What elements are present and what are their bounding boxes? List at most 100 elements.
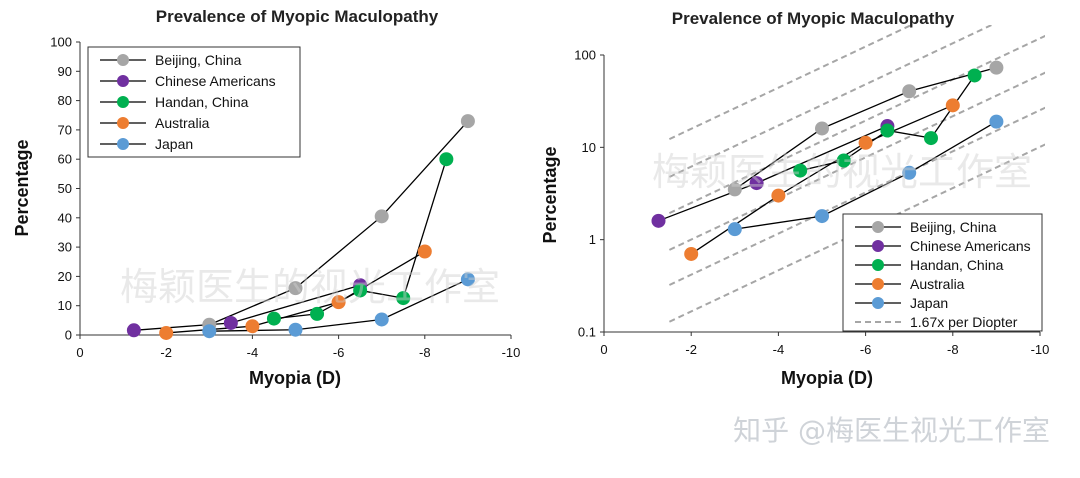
x-tick-label: -4 bbox=[773, 342, 785, 357]
y-tick-label: 70 bbox=[58, 122, 72, 137]
legend-label-australia: Australia bbox=[155, 115, 210, 131]
x-tick-label: -2 bbox=[685, 342, 697, 357]
chart2-ylabel: Percentage bbox=[540, 146, 560, 243]
legend-swatch-marker bbox=[872, 221, 884, 233]
point-handan-china bbox=[439, 152, 454, 167]
y-tick-label: 90 bbox=[58, 64, 72, 79]
point-handan-china bbox=[836, 153, 851, 168]
reference-line bbox=[668, 71, 1045, 251]
x-tick-label: -8 bbox=[947, 342, 959, 357]
chart-log: Prevalence of Myopic Maculopathy 0 -2 -4 -6… bbox=[540, 9, 1049, 388]
point-australia bbox=[771, 188, 786, 203]
point-handan-china bbox=[880, 123, 895, 138]
legend-label-1-67x-per-diopter: 1.67x per Diopter bbox=[910, 314, 1018, 330]
point-beijing-china bbox=[460, 114, 475, 129]
y-tick-label: 10 bbox=[58, 298, 72, 313]
series-line-beijing-china bbox=[734, 66, 997, 190]
legend-swatch-marker bbox=[117, 117, 129, 129]
legend-swatch-marker bbox=[117, 96, 129, 108]
point-japan bbox=[460, 272, 475, 287]
y-tick-label: 10 bbox=[582, 140, 596, 155]
chart2-legend: Beijing, China Chinese Americans Handan, C… bbox=[842, 213, 1043, 332]
point-beijing-china bbox=[815, 121, 829, 136]
chart2-title: Prevalence of Myopic Maculopathy bbox=[672, 9, 955, 28]
point-japan bbox=[288, 322, 303, 337]
point-japan bbox=[202, 324, 217, 339]
reference-line bbox=[668, 106, 1045, 286]
point-australia bbox=[417, 244, 432, 259]
point-handan-china bbox=[353, 283, 368, 298]
point-beijing-china bbox=[727, 182, 742, 197]
point-beijing-china bbox=[288, 281, 303, 296]
point-japan bbox=[374, 312, 389, 327]
x-tick-label: 0 bbox=[600, 342, 607, 357]
legend-swatch-marker bbox=[872, 278, 884, 290]
point-beijing-china bbox=[374, 209, 389, 224]
point-japan bbox=[815, 209, 829, 224]
y-tick-label: 60 bbox=[58, 152, 72, 167]
point-handan-china bbox=[310, 306, 325, 321]
point-beijing-china bbox=[989, 60, 1004, 75]
y-tick-label: 40 bbox=[58, 210, 72, 225]
point-chinese-americans bbox=[126, 323, 141, 338]
legend-swatch-marker bbox=[117, 75, 129, 87]
point-chinese-americans bbox=[223, 315, 238, 330]
legend-swatch-marker bbox=[872, 259, 884, 271]
reference-line bbox=[668, 143, 1045, 323]
x-tick-label: -4 bbox=[247, 345, 259, 360]
legend-swatch-marker bbox=[117, 54, 129, 66]
chart1-series bbox=[126, 114, 475, 340]
chart2-watermark: 梅颖医生的视光工作室 bbox=[652, 150, 1032, 194]
x-tick-label: -8 bbox=[419, 345, 431, 360]
legend-swatch-marker bbox=[872, 297, 884, 309]
point-japan bbox=[989, 114, 1004, 129]
legend-label-chinese-americans: Chinese Americans bbox=[155, 73, 276, 89]
point-chinese-americans bbox=[651, 213, 666, 228]
legend-label-beijing-china: Beijing, China bbox=[155, 52, 242, 68]
legend-label-handan-china: Handan, China bbox=[910, 257, 1004, 273]
point-australia bbox=[331, 295, 346, 310]
x-tick-label: -10 bbox=[1031, 342, 1050, 357]
chart1-title: Prevalence of Myopic Maculopathy bbox=[156, 7, 439, 26]
chart2-xlabel: Myopia (D) bbox=[781, 368, 873, 388]
legend-label-japan: Japan bbox=[910, 295, 948, 311]
y-tick-label: 20 bbox=[58, 269, 72, 284]
reference-line-group bbox=[668, 25, 1045, 323]
point-japan bbox=[902, 165, 917, 180]
y-tick-label: 0.1 bbox=[578, 325, 596, 340]
point-australia bbox=[858, 135, 873, 150]
x-tick-label: -10 bbox=[502, 345, 521, 360]
point-australia bbox=[159, 325, 174, 340]
point-handan-china bbox=[266, 311, 281, 326]
chart1-xlabel: Myopia (D) bbox=[249, 368, 341, 388]
y-tick-label: 0 bbox=[65, 328, 72, 343]
chart1-ylabel: Percentage bbox=[12, 139, 32, 236]
y-tick-label: 50 bbox=[58, 181, 72, 196]
chart-linear: Prevalence of Myopic Maculopathy 0 -2 -4 -6… bbox=[12, 7, 520, 388]
footer-watermark: 知乎 @梅医生视光工作室 bbox=[733, 414, 1050, 447]
point-australia bbox=[684, 246, 699, 261]
y-tick-label: 30 bbox=[58, 240, 72, 255]
legend-label-chinese-americans: Chinese Americans bbox=[910, 238, 1031, 254]
chart1-legend: Beijing, China Chinese Americans Handan, C… bbox=[87, 46, 301, 158]
chart2-axes: 0 -2 -4 -6 -8 -10 0.1 1 10 100 bbox=[574, 48, 1049, 358]
y-tick-label: 100 bbox=[50, 35, 72, 50]
point-handan-china bbox=[924, 131, 938, 146]
y-tick-label: 100 bbox=[574, 48, 596, 63]
point-beijing-china bbox=[902, 84, 917, 99]
chart1-axes: 0 -2 -4 -6 -8 -10 0 10 20 30 40 50 60 70 80 90 100 bbox=[50, 35, 520, 361]
legend-label-handan-china: Handan, China bbox=[155, 94, 249, 110]
point-handan-china bbox=[793, 163, 808, 178]
point-handan-china bbox=[967, 68, 982, 83]
series-line-japan bbox=[734, 121, 997, 230]
legend-box bbox=[842, 213, 1043, 332]
legend-label-australia: Australia bbox=[910, 276, 965, 292]
x-tick-label: 0 bbox=[76, 345, 83, 360]
x-tick-label: -2 bbox=[160, 345, 172, 360]
x-tick-label: -6 bbox=[860, 342, 872, 357]
legend-label-beijing-china: Beijing, China bbox=[910, 219, 997, 235]
point-japan bbox=[727, 222, 742, 237]
chart2-series bbox=[651, 60, 1004, 261]
reference-line bbox=[668, 34, 1045, 215]
